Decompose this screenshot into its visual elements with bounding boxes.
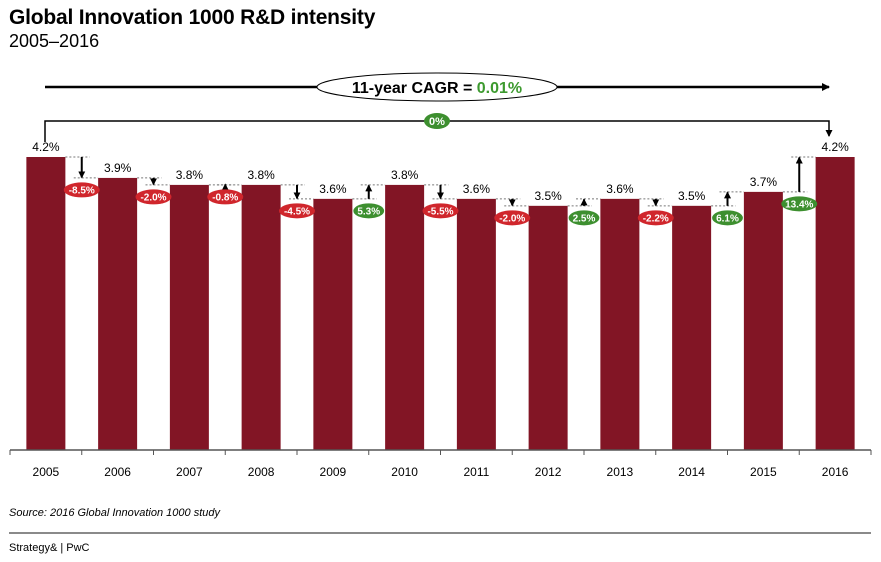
bar-value-label: 3.7% <box>750 175 778 189</box>
bar-2007 <box>169 184 209 450</box>
footer-brand: Strategy& | PwC <box>9 542 90 554</box>
bar-value-label: 4.2% <box>821 140 849 154</box>
change-label: 6.1% <box>716 213 739 224</box>
change-label: 5.3% <box>357 206 380 217</box>
bar-2011 <box>456 198 496 450</box>
changes-layer: -8.5% -2.0% -0.8% -4.5% 5.3% -5.5% -2.0% 2.5% -2… <box>63 156 818 226</box>
bar-2014 <box>672 205 712 450</box>
change-label: -8.5% <box>69 185 95 196</box>
bar-value-label: 3.5% <box>534 189 562 203</box>
change-badge <box>422 203 459 219</box>
bar-2006 <box>98 177 138 450</box>
x-tick-label: 2015 <box>750 465 777 479</box>
change-badge <box>494 210 531 226</box>
change-badge <box>63 182 100 198</box>
x-tick-label: 2010 <box>391 465 418 479</box>
bar-value-label: 3.8% <box>391 168 419 182</box>
footer-divider <box>9 532 871 534</box>
bar-2016 <box>815 157 855 450</box>
overall-change-badge <box>424 113 450 129</box>
change-label: -0.8% <box>212 192 238 203</box>
bar-value-label: 3.9% <box>104 161 132 175</box>
bar-2010 <box>385 184 425 450</box>
bar-2009 <box>313 198 353 450</box>
bar-value-label: 3.6% <box>319 182 347 196</box>
bar-value-label: 3.6% <box>463 182 491 196</box>
bars-layer: 4.2% 3.9% 3.8% 3.8% 3.6% 3.8% 3.6% 3.5% 3.6% 3.5%… <box>26 140 855 450</box>
chart-subtitle: 2005–2016 <box>9 31 100 51</box>
x-tick-label: 2009 <box>320 465 347 479</box>
bar-value-label: 3.5% <box>678 189 706 203</box>
change-label: 13.4% <box>785 199 813 210</box>
change-label: -4.5% <box>284 206 310 217</box>
change-label: -2.0% <box>140 192 166 203</box>
bar-2005 <box>26 157 66 450</box>
bar-2013 <box>600 198 640 450</box>
x-tick-label: 2006 <box>104 465 131 479</box>
cagr-label-text: 11-year CAGR = <box>352 80 477 97</box>
change-badge <box>712 210 743 226</box>
cagr-value: 0.01% <box>477 80 522 97</box>
change-badge <box>207 189 244 205</box>
change-badge <box>781 196 818 212</box>
change-badge <box>568 210 600 226</box>
x-tick-label: 2011 <box>463 465 489 479</box>
x-tick-label: 2013 <box>607 465 634 479</box>
bar-value-label: 3.6% <box>606 182 634 196</box>
change-badge <box>279 203 315 219</box>
x-axis: 2005 2006 2007 2008 2009 2010 2011 2012 2013 2014… <box>9 449 872 479</box>
change-label: -2.2% <box>643 213 669 224</box>
change-label: -5.5% <box>427 206 453 217</box>
x-tick-label: 2016 <box>822 465 849 479</box>
change-label: 2.5% <box>573 213 596 224</box>
bar-2008 <box>241 184 281 450</box>
x-tick-label: 2008 <box>248 465 275 479</box>
source-note: Source: 2016 Global Innovation 1000 stud… <box>9 507 220 519</box>
change-badge <box>353 203 385 219</box>
change-label: -2.0% <box>499 213 525 224</box>
x-tick-label: 2014 <box>678 465 705 479</box>
bar-value-label: 4.2% <box>32 140 60 154</box>
x-tick-label: 2007 <box>176 465 203 479</box>
change-badge <box>135 189 172 205</box>
change-badge <box>637 210 674 226</box>
chart-title: Global Innovation 1000 R&D intensity <box>9 6 376 29</box>
bar-2015 <box>743 191 783 450</box>
bar-2012 <box>528 205 568 450</box>
bar-value-label: 3.8% <box>247 168 275 182</box>
overall-change-label: 0% <box>429 116 445 128</box>
cagr-ellipse <box>316 72 558 102</box>
x-tick-label: 2005 <box>33 465 60 479</box>
bar-value-label: 3.8% <box>176 168 204 182</box>
x-tick-label: 2012 <box>535 465 562 479</box>
cagr-label: 11-year CAGR = 0.01% <box>352 80 522 97</box>
